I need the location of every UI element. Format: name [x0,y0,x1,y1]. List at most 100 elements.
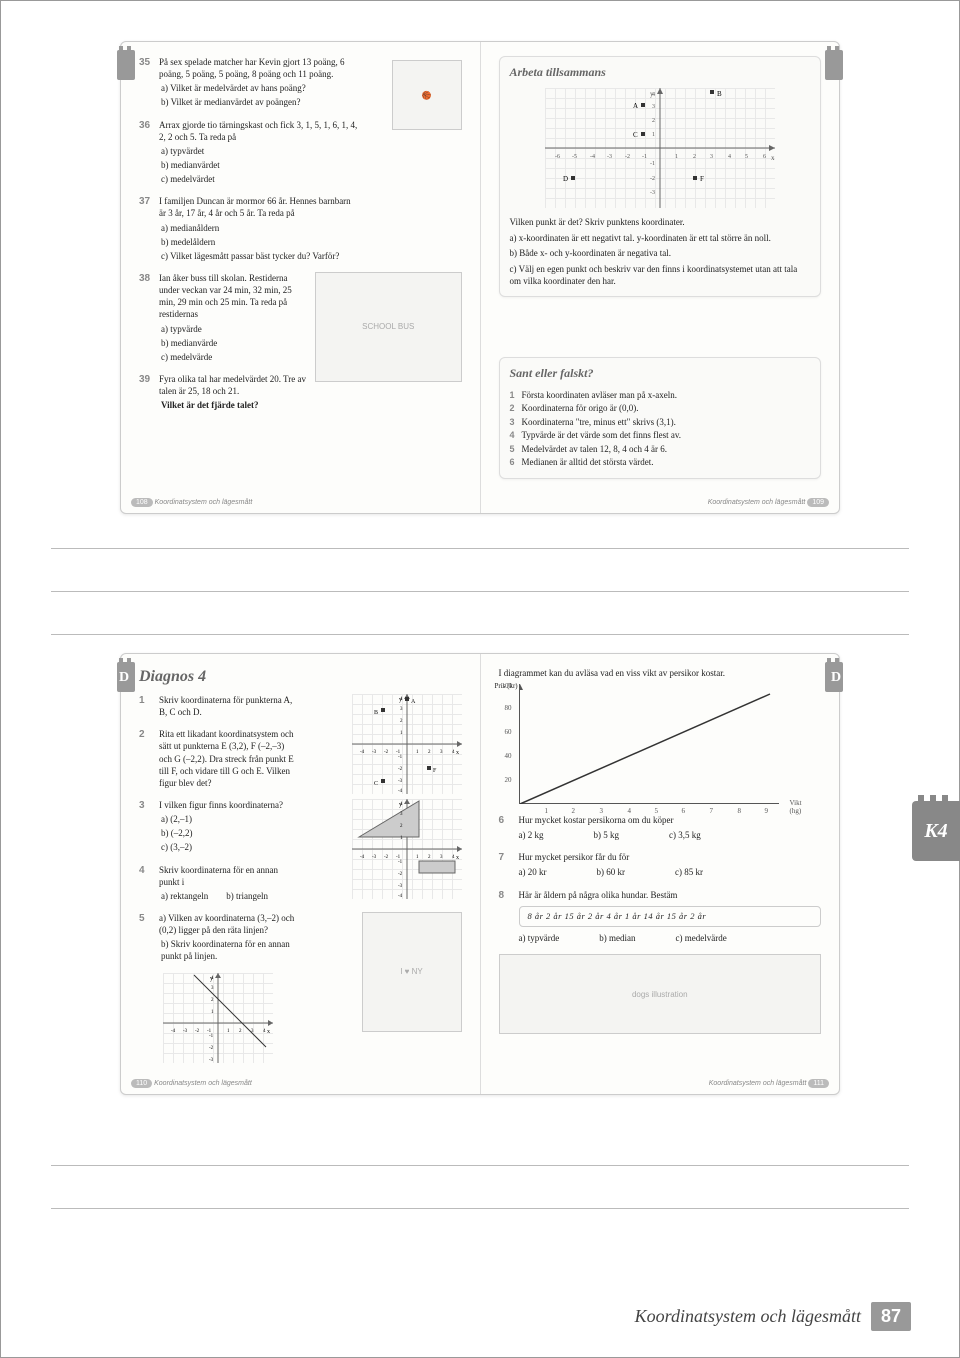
svg-text:1: 1 [416,750,419,755]
question-8: 8 Här är åldern på några olika hundar. B… [499,889,822,945]
svg-text:y: y [210,976,213,982]
svg-text:x: x [456,750,459,756]
svg-text:4: 4 [452,855,455,860]
question-4: 4 Skriv koordinaterna för en annan punkt… [139,864,299,902]
svg-text:-1: -1 [642,154,647,160]
svg-text:2: 2 [652,118,655,124]
rule-4 [51,1165,909,1166]
q36-text: Arrax gjorde tio tärningskast och fick 3… [159,120,357,142]
svg-text:1: 1 [400,731,403,736]
svg-text:C: C [374,781,378,787]
svg-text:-3: -3 [650,190,655,196]
svg-text:2: 2 [400,719,403,724]
svg-text:A: A [411,699,416,705]
question-7: 7 Hur mycket persikor får du för a) 20 k… [499,851,822,878]
arbeta-tillsammans-box: Arbeta tillsammans x y -6 -5 -4 -3 [499,56,822,297]
question-36: 36 Arrax gjorde tio tärningskast och fic… [139,119,359,186]
svg-text:x: x [267,1029,270,1035]
svg-text:3: 3 [440,855,443,860]
schoolbus-illus: SCHOOL BUS [315,272,462,382]
svg-text:-3: -3 [372,855,377,860]
svg-text:2: 2 [428,855,431,860]
question-2: 2 Rita ett likadant koordinatsystem och … [139,728,299,789]
svg-text:1: 1 [416,855,419,860]
footer-110: 110 Koordinatsystem och lägesmått [131,1079,252,1088]
basketball-hoop-illus: 🏀 [392,60,462,130]
svg-text:2: 2 [211,998,214,1003]
page-footer: Koordinatsystem och lägesmått 87 [635,1302,911,1331]
svg-text:-6: -6 [555,154,560,160]
peach-price-chart: Pris (kr) 100 80 60 40 20 1 2 3 [499,684,822,804]
page-109: Arbeta tillsammans x y -6 -5 -4 -3 [481,42,840,513]
svg-text:3: 3 [440,750,443,755]
chapter-tab-k4: K4 [912,801,960,861]
svg-text:-3: -3 [183,1029,188,1034]
svg-text:-2: -2 [384,855,389,860]
svg-text:4: 4 [652,92,655,98]
question-5: 5 a) Vilken av koordinaterna (3,–2) och … [139,912,299,963]
svg-text:B: B [717,90,722,98]
svg-text:-1: -1 [650,161,655,167]
question-1: 1 Skriv koordinaterna för punkterna A, B… [139,694,299,718]
svg-text:3: 3 [652,104,655,110]
rule-1 [51,548,909,549]
page-111: I diagrammet kan du avläsa vad en viss v… [481,654,840,1094]
svg-text:F: F [700,175,704,183]
svg-text:-4: -4 [398,789,403,794]
svg-text:1: 1 [227,1029,230,1034]
q35-a: a) Vilket är medelvärdet av hans poäng? [161,82,359,94]
svg-text:-3: -3 [398,779,403,784]
question-39: 39 Fyra olika tal har medelvärdet 20. Tr… [139,373,309,411]
svg-text:-3: -3 [209,1058,214,1063]
svg-text:-3: -3 [372,750,377,755]
rule-5 [51,1208,909,1209]
age-strip: 8 år 2 år 15 år 2 år 4 år 1 år 14 år 15 … [519,906,822,927]
svg-text:-1: -1 [398,755,403,760]
svg-text:-4: -4 [360,750,365,755]
diagnos-grid-2: -4-3-2-1 1234 1234 -1-2-3-4 xy [352,799,462,899]
svg-text:F: F [433,768,437,774]
svg-text:-2: -2 [650,176,655,182]
svg-text:-5: -5 [572,154,577,160]
svg-text:5: 5 [745,154,748,160]
page-110: Diagnos 4 1 Skriv koordinaterna för punk… [121,654,481,1094]
svg-text:-2: -2 [398,872,403,877]
question-35: 35 På sex spelade matcher har Kevin gjor… [139,56,359,109]
svg-text:-4: -4 [360,855,365,860]
svg-text:-2: -2 [384,750,389,755]
textbook-spread-108-109: 3 5 På sex spelade matcher har Kevin gjor… [120,41,840,514]
question-6: 6 Hur mycket kostar persikorna om du köp… [499,814,822,841]
sant-eller-falskt-box: Sant eller falskt? 1Första koordinaten a… [499,357,822,479]
svg-text:-3: -3 [398,884,403,889]
page-108: 35 På sex spelade matcher har Kevin gjor… [121,42,481,513]
svg-text:-4: -4 [398,894,403,899]
svg-text:4: 4 [263,1029,266,1034]
svg-text:D: D [563,175,568,183]
svg-text:-2: -2 [209,1046,214,1051]
svg-text:1: 1 [652,132,655,138]
svg-text:x: x [456,855,459,861]
footer-109: Koordinatsystem och lägesmått 109 [708,498,829,507]
svg-text:-1: -1 [209,1034,214,1039]
svg-text:1: 1 [211,1010,214,1015]
footer-111: Koordinatsystem och lägesmått 111 [709,1079,829,1088]
svg-text:A: A [633,102,638,110]
svg-text:-2: -2 [398,767,403,772]
q35-b: b) Vilket är medianvärdet av poängen? [161,96,359,108]
question-37: 37 I familjen Duncan är mormor 66 år. He… [139,195,359,262]
footer-108: 108 Koordinatsystem och lägesmått [131,498,252,507]
dogs-city-illus: dogs illustration [499,954,822,1034]
svg-text:2: 2 [693,154,696,160]
svg-text:B: B [374,710,378,716]
svg-text:6: 6 [763,154,766,160]
svg-text:-2: -2 [195,1029,200,1034]
svg-text:4: 4 [728,154,731,160]
svg-text:4: 4 [452,750,455,755]
svg-text:2: 2 [239,1029,242,1034]
svg-text:3: 3 [251,1029,254,1034]
q35-text: På sex spelade matcher har Kevin gjort 1… [159,57,344,79]
rule-3 [51,634,909,635]
diagnos-grid-3: -4-3-2-1 1234 1234 -1-2-3 xy [163,973,273,1063]
svg-text:-1: -1 [398,860,403,865]
svg-text:-2: -2 [625,154,630,160]
